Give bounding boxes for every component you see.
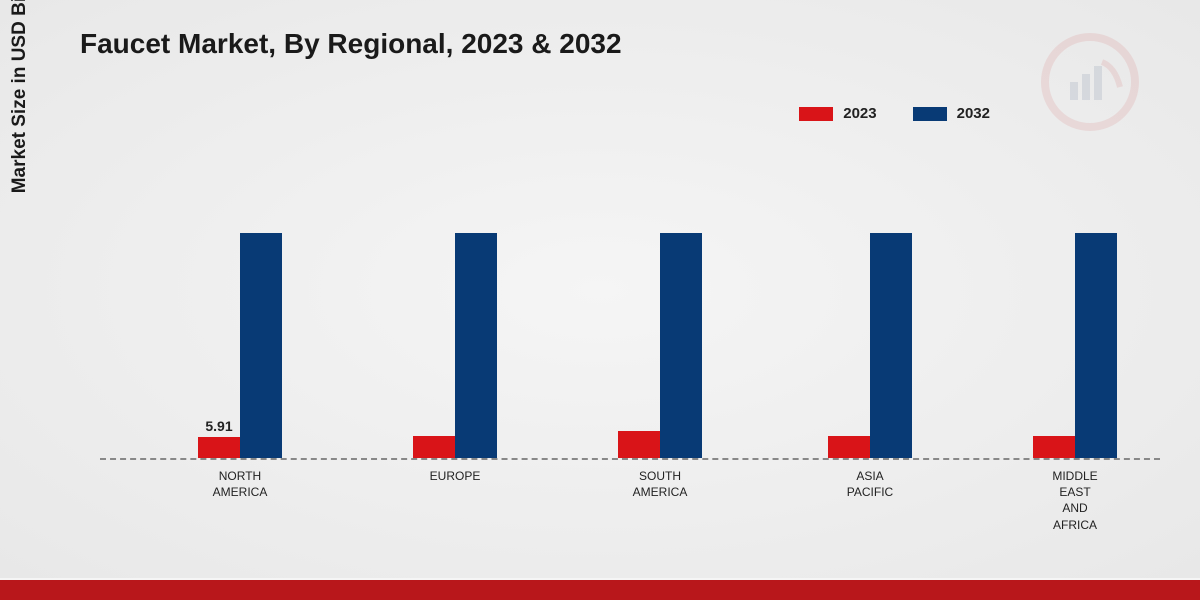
bar-group [1033, 233, 1117, 458]
bar-2032 [870, 233, 912, 458]
x-axis-tick-label: ASIAPACIFIC [847, 468, 893, 500]
legend: 2023 2032 [799, 105, 990, 122]
x-axis-tick-label: NORTHAMERICA [213, 468, 268, 500]
bar-2023 [618, 431, 660, 458]
chart-container: Faucet Market, By Regional, 2023 & 2032 … [0, 0, 1200, 580]
bar-2032 [1075, 233, 1117, 458]
bar-2023 [413, 436, 455, 458]
bar-value-label: 5.91 [205, 418, 232, 434]
bar-2032 [455, 233, 497, 458]
x-axis-tick-label: SOUTHAMERICA [633, 468, 688, 500]
x-axis-tick-label: MIDDLEEASTANDAFRICA [1052, 468, 1097, 533]
bar-2023 [828, 436, 870, 458]
y-axis-label: Market Size in USD Billion [9, 0, 31, 193]
legend-label-2032: 2032 [957, 105, 990, 122]
plot-area: 5.91 [100, 170, 1160, 460]
bar-2023 [1033, 436, 1075, 458]
footer-band [0, 580, 1200, 600]
legend-item-2032: 2032 [913, 105, 990, 122]
bar-group [618, 233, 702, 458]
legend-label-2023: 2023 [843, 105, 876, 122]
bar-2032 [660, 233, 702, 458]
bar-2023 [198, 437, 240, 458]
watermark-logo-icon [1040, 32, 1140, 132]
legend-swatch-2023-icon [799, 107, 833, 121]
bar-group [413, 233, 497, 458]
bar-group [828, 233, 912, 458]
x-axis-tick-label: EUROPE [430, 468, 481, 484]
bar-2032 [240, 233, 282, 458]
legend-item-2023: 2023 [799, 105, 876, 122]
legend-swatch-2032-icon [913, 107, 947, 121]
chart-title: Faucet Market, By Regional, 2023 & 2032 [80, 28, 622, 60]
bar-group: 5.91 [198, 233, 282, 458]
